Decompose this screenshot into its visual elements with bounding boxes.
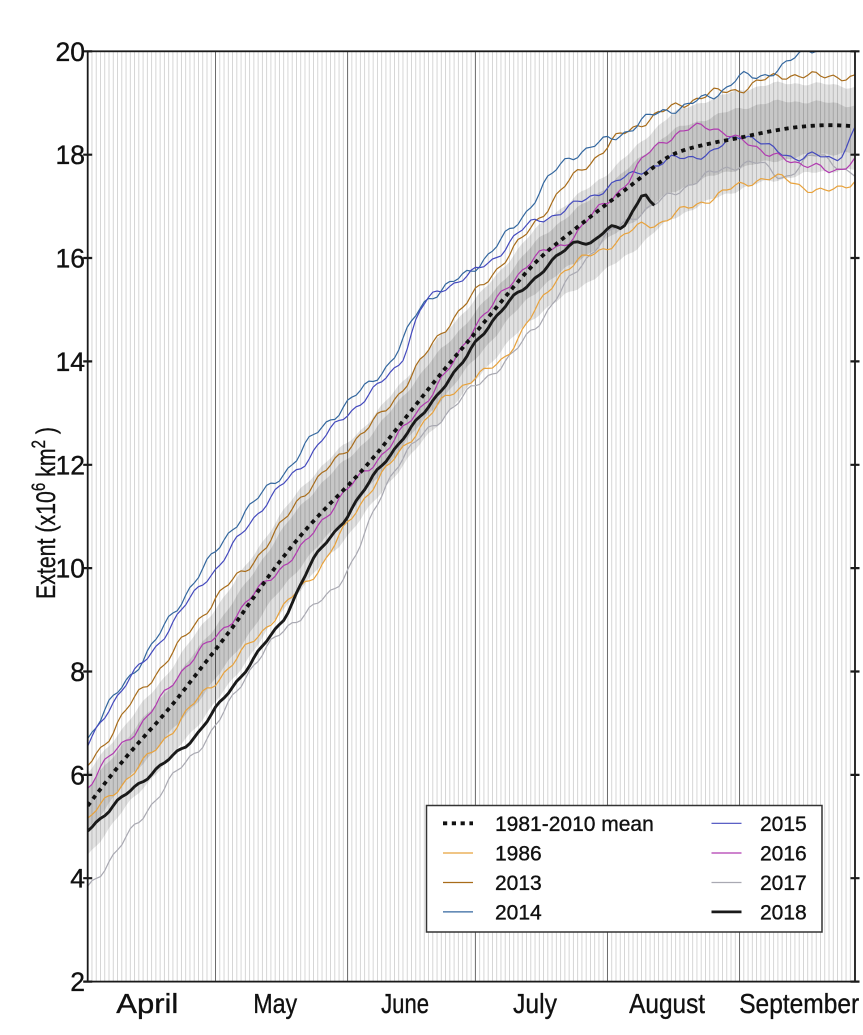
svg-text:18: 18 <box>56 140 85 170</box>
svg-text:April: April <box>116 988 178 1019</box>
svg-text:August: August <box>629 988 705 1019</box>
svg-text:10: 10 <box>56 554 85 584</box>
svg-text:2013: 2013 <box>495 872 542 895</box>
svg-text:14: 14 <box>56 347 85 377</box>
svg-text:2: 2 <box>70 967 85 997</box>
svg-text:Extent (x106 km2 ): Extent (x106 km2 ) <box>28 427 61 599</box>
svg-text:July: July <box>513 988 557 1019</box>
svg-text:20: 20 <box>56 37 85 67</box>
svg-text:September: September <box>739 988 859 1019</box>
svg-text:May: May <box>253 988 297 1019</box>
svg-text:June: June <box>381 988 429 1019</box>
svg-text:8: 8 <box>70 657 85 687</box>
svg-text:2017: 2017 <box>760 872 807 895</box>
svg-text:1981-2010 mean: 1981-2010 mean <box>495 813 654 836</box>
svg-text:2018: 2018 <box>760 901 807 924</box>
svg-text:2015: 2015 <box>760 813 807 836</box>
svg-text:6: 6 <box>70 760 85 790</box>
svg-text:4: 4 <box>70 864 85 894</box>
svg-text:2016: 2016 <box>760 843 807 866</box>
svg-text:2014: 2014 <box>495 901 542 924</box>
svg-text:12: 12 <box>56 450 85 480</box>
svg-text:1986: 1986 <box>495 843 542 866</box>
svg-text:16: 16 <box>56 244 85 274</box>
